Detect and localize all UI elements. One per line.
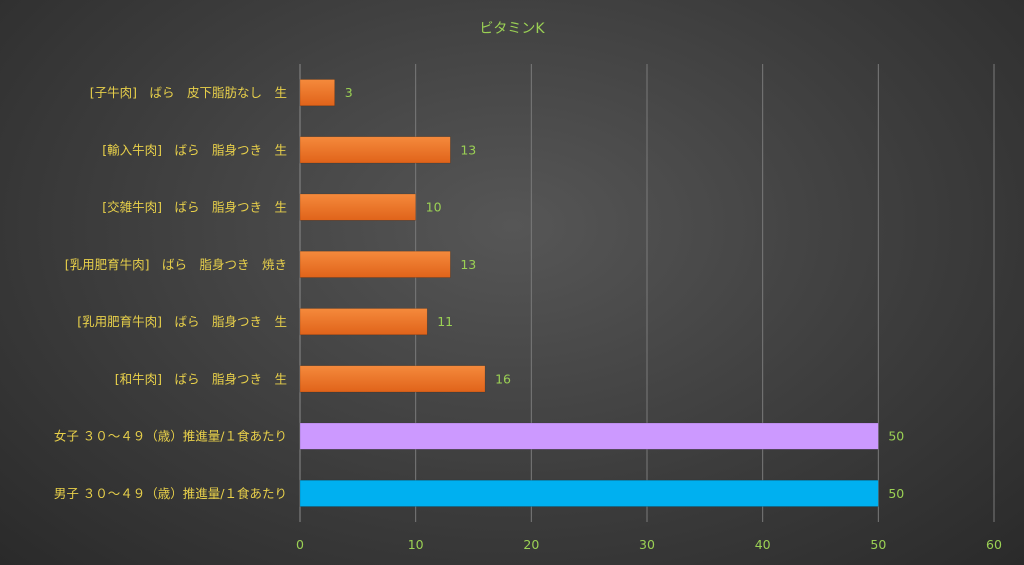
gridlines	[299, 64, 995, 522]
bar-1	[299, 136, 451, 164]
category-labels: [子牛肉] ばら 皮下脂肪なし 生 [輸入牛肉] ばら 脂身つき 生 [交雑牛肉] …	[54, 85, 287, 501]
data-label-5: 16	[495, 371, 511, 386]
x-tick-60: 60	[986, 537, 1002, 552]
x-tick-40: 40	[755, 537, 771, 552]
category-label-0: [子牛肉] ばら 皮下脂肪なし 生	[90, 85, 287, 100]
category-label-6: 女子 ３０～４９（歳）推進量/１食あたり	[54, 429, 287, 444]
x-tick-labels: 0 10 20 30 40 50 60	[296, 537, 1002, 552]
bar-6	[299, 422, 879, 450]
data-label-4: 11	[437, 314, 453, 329]
category-label-3: [乳用肥育牛肉] ばら 脂身つき 焼き	[65, 257, 287, 272]
data-label-1: 13	[460, 142, 476, 157]
category-label-2: [交雑牛肉] ばら 脂身つき 生	[102, 200, 287, 215]
data-label-6: 50	[888, 429, 904, 444]
category-label-7: 男子 ３０～４９（歳）推進量/１食あたり	[54, 486, 287, 501]
bar-3	[299, 250, 451, 278]
bars	[299, 79, 879, 507]
bar-7	[299, 479, 879, 507]
x-tick-20: 20	[523, 537, 539, 552]
bar-0	[299, 79, 336, 107]
category-label-1: [輸入牛肉] ばら 脂身つき 生	[102, 142, 287, 157]
bar-2	[299, 193, 416, 221]
data-label-7: 50	[888, 486, 904, 501]
category-label-4: [乳用肥育牛肉] ばら 脂身つき 生	[77, 314, 287, 329]
x-tick-0: 0	[296, 537, 304, 552]
bar-4	[299, 308, 428, 336]
x-tick-10: 10	[408, 537, 424, 552]
chart-title: ビタミンK	[479, 21, 545, 37]
bar-5	[299, 365, 486, 393]
x-tick-50: 50	[870, 537, 886, 552]
data-labels: 3 13 10 13 11 16 50 50	[345, 85, 905, 501]
data-label-2: 10	[426, 200, 442, 215]
category-label-5: [和牛肉] ばら 脂身つき 生	[115, 371, 287, 386]
data-label-0: 3	[345, 85, 353, 100]
data-label-3: 13	[460, 257, 476, 272]
x-tick-30: 30	[639, 537, 655, 552]
